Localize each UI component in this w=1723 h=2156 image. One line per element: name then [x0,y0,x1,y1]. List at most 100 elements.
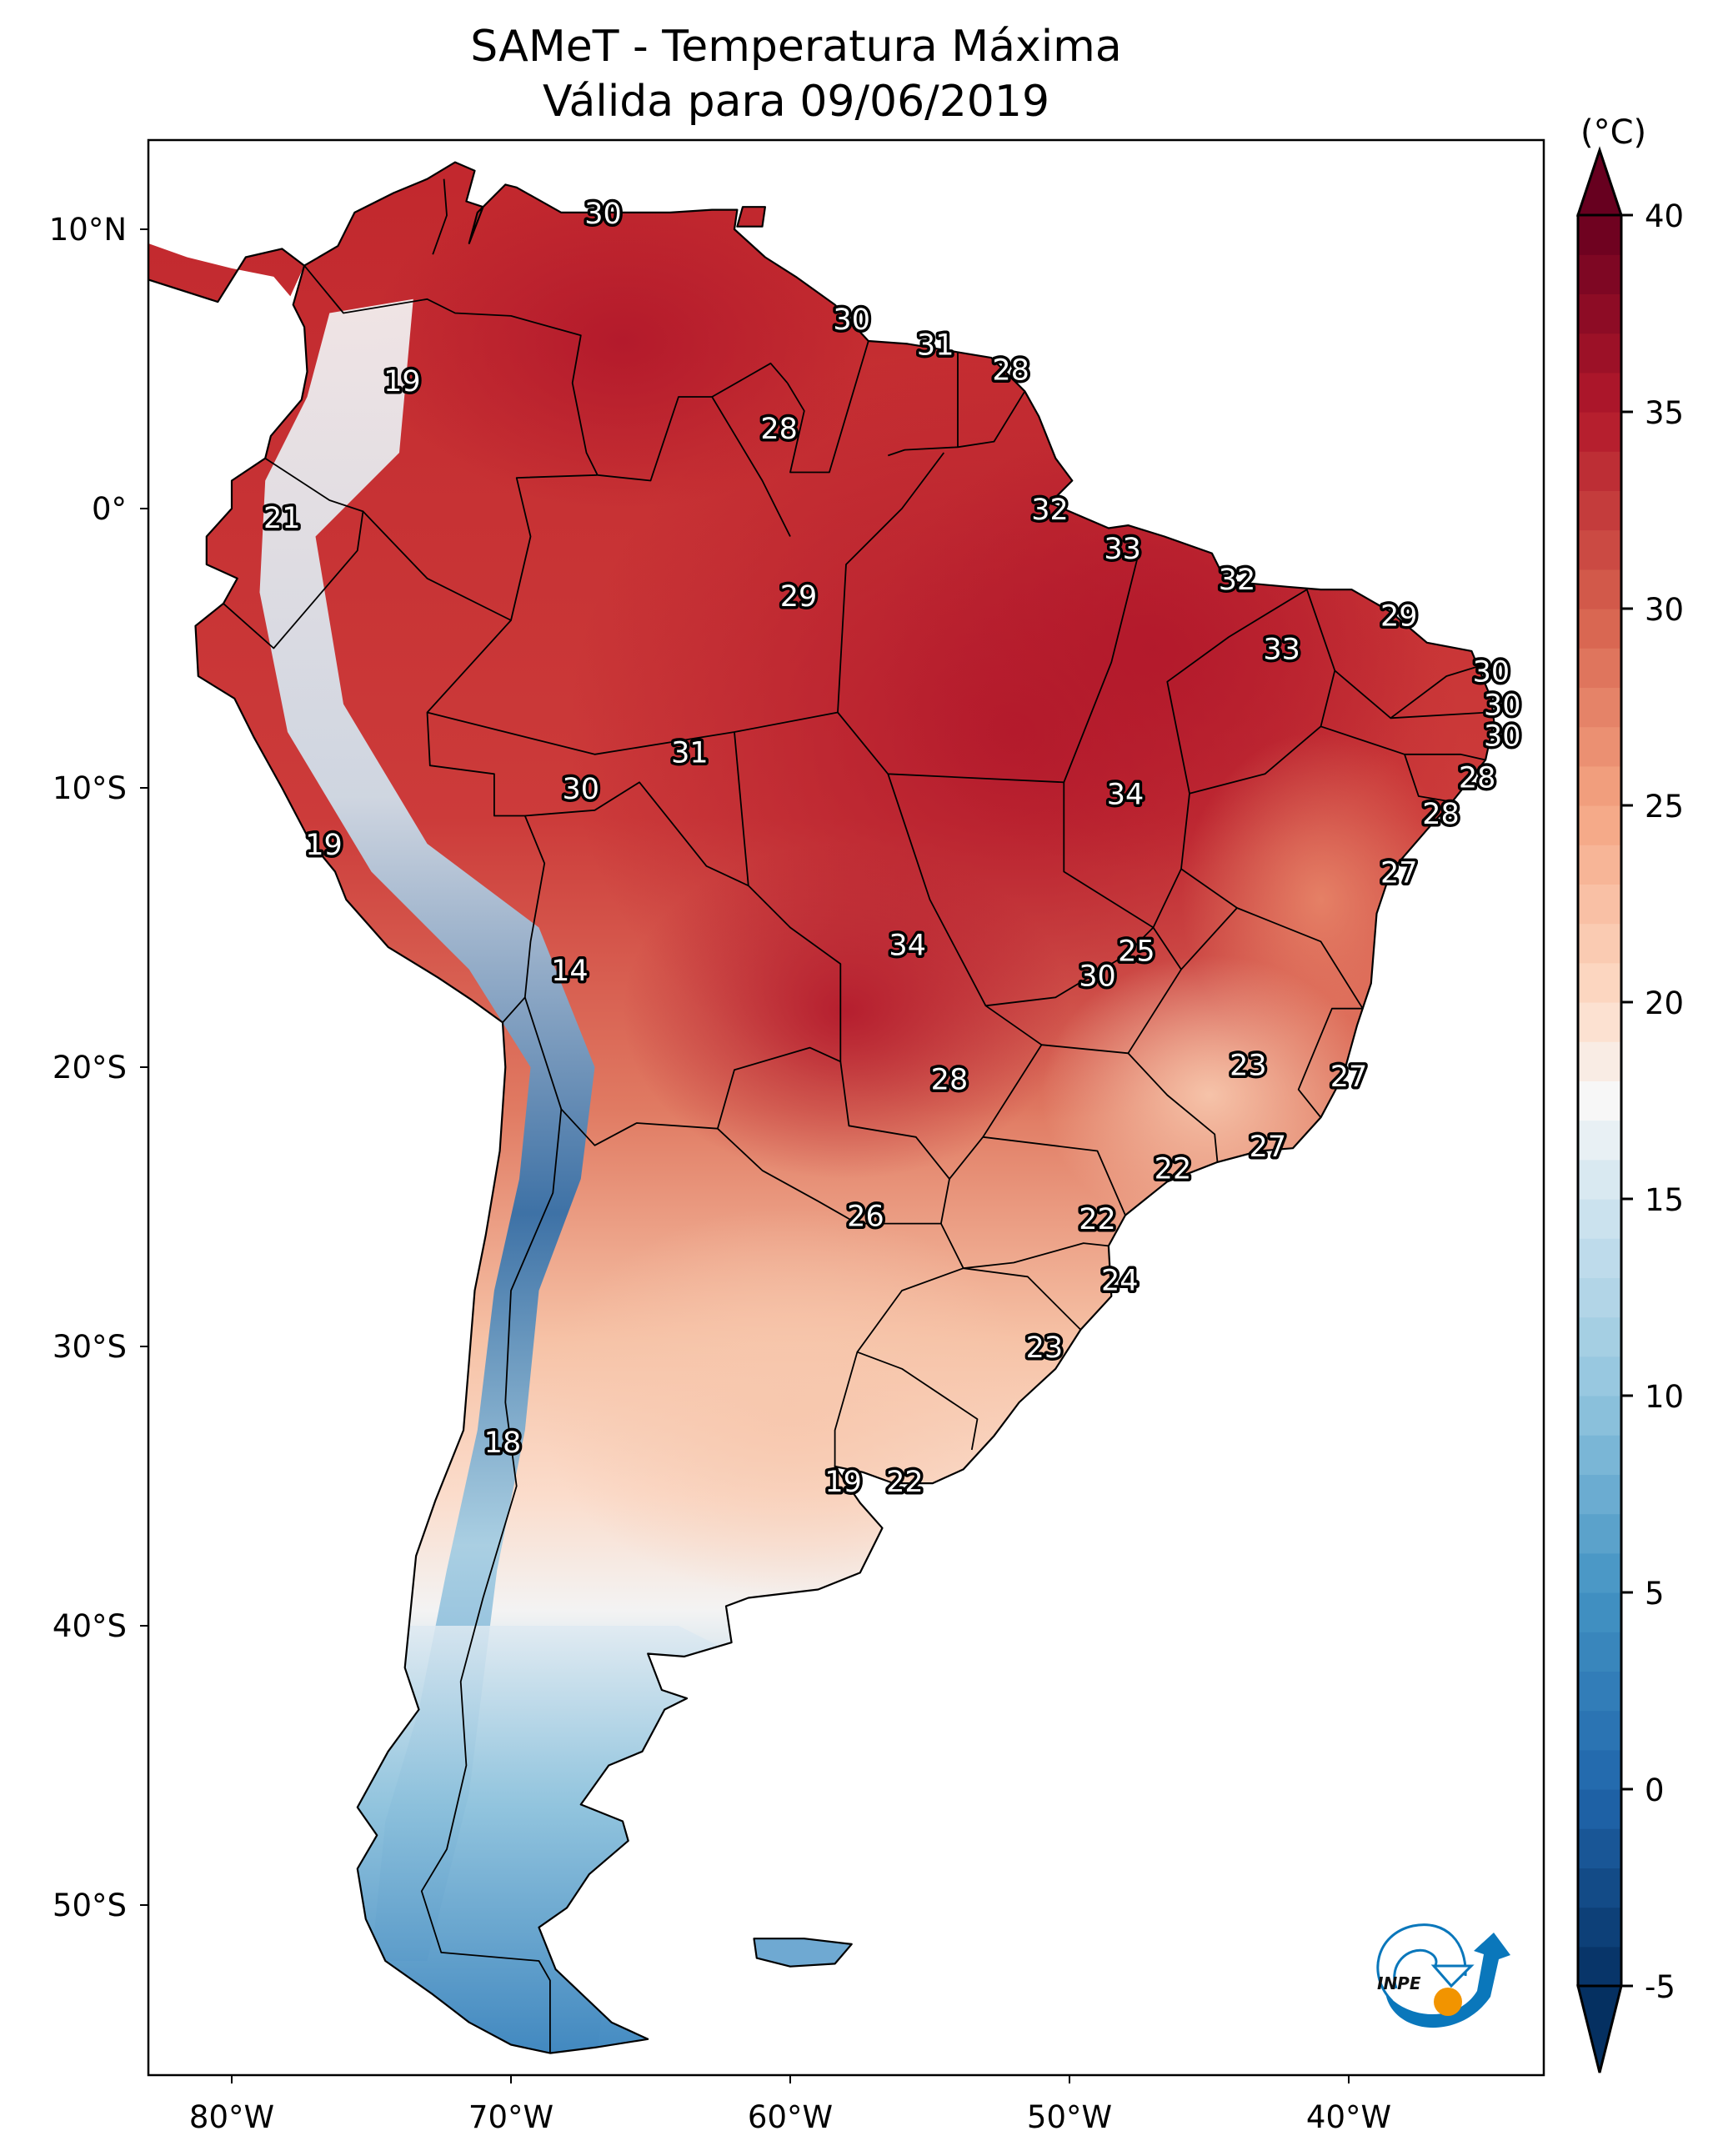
temperature-label: 30 [1484,720,1521,753]
x-tick-label: 60°W [748,2099,833,2135]
border-line [887,774,1043,1045]
colorbar-segment [1578,1671,1621,1712]
border-line [1334,664,1484,720]
logo-down-arrow-icon [1430,1964,1475,1988]
colorbar-tick-label: 10 [1645,1379,1684,1415]
colorbar-segment [1578,412,1621,452]
colorbar-segment [1578,1356,1621,1396]
colorbar-segments [1578,215,1621,1987]
temperature-label: 30 [1484,689,1521,723]
border-line [1320,725,1486,761]
x-tick-label: 70°W [468,2099,553,2135]
temperature-label: 27 [1380,857,1418,890]
border-line [1127,1052,1219,1162]
temperature-label: 32 [1031,494,1069,527]
y-tick-label: 20°S [53,1050,127,1086]
colorbar-tick-label: 35 [1645,395,1684,431]
temperature-label: 31 [917,328,954,362]
logo-orange-sphere [1434,1988,1462,2016]
colorbar-segment [1578,1277,1621,1318]
temperature-label: 27 [1330,1060,1368,1094]
y-axis-ticks: 10°N 0° 10°S 20°S 30°S 40°S 50°S [49,212,148,1923]
border-line [223,457,364,649]
colorbar-segment [1578,1002,1621,1042]
colorbar-segment [1578,1159,1621,1200]
border-line [957,390,1026,449]
colorbar-segment [1578,1632,1621,1672]
colorbar-segment [1578,1474,1621,1515]
colorbar-tick-label: 40 [1645,198,1684,234]
colorbar-segment [1578,884,1621,925]
temperature-label: 22 [1079,1203,1116,1236]
colorbar-segment [1578,1592,1621,1632]
border-line [427,550,1140,784]
y-tick-label: 40°S [53,1608,127,1644]
y-tick-label: 50°S [53,1888,127,1923]
border-line [1166,589,1308,794]
x-tick-label: 80°W [189,2099,274,2135]
colorbar-segment [1578,1828,1621,1868]
y-tick-label: 30°S [53,1329,127,1365]
colorbar-segment [1578,215,1621,255]
temperature-label: 19 [305,829,343,862]
colorbar-segment [1578,333,1621,374]
temperature-label: 23 [1026,1331,1064,1365]
colorbar-segment [1578,1907,1621,1948]
border-line [597,362,789,482]
temperature-label: 28 [1459,762,1496,795]
colorbar-outline [1576,213,1623,1988]
y-tick-label: 10°N [49,212,127,248]
temperature-label: 27 [1250,1131,1287,1164]
border-line [711,396,791,537]
colorbar-segment [1578,1749,1621,1790]
temperature-label: 18 [484,1426,522,1460]
temperature-label: 30 [833,303,870,337]
temperature-label: 33 [1104,533,1141,566]
border-line [983,1136,1126,1216]
colorbar-segment [1578,569,1621,609]
chart-title: SAMeT - Temperatura Máxima [470,22,1122,72]
colorbar-segment [1578,1041,1621,1081]
temperature-label: 21 [263,502,301,535]
temperature-label: 34 [1107,779,1144,812]
x-tick-label: 40°W [1306,2099,1391,2135]
colorbar: -5 0 5 10 15 20 25 30 35 40 (°C) [1575,113,1684,2073]
temperature-label: 34 [889,930,926,963]
temperature-label: 14 [551,955,589,988]
coastline [736,206,766,228]
colorbar-segment [1578,254,1621,294]
border-line [362,510,546,1023]
temperature-label: 23 [1230,1050,1267,1083]
logo-text: INPE [1377,1973,1421,1993]
colorbar-segment [1578,451,1621,491]
colorbar-segment [1578,805,1621,845]
coastline [148,248,305,303]
colorbar-extend-min-arrow [1576,1984,1623,2073]
colorbar-segment [1578,1396,1621,1436]
colorbar-segment [1578,1789,1621,1829]
inpe-logo: INPE [1376,1923,1510,2028]
colorbar-tick-label: 0 [1645,1772,1665,1808]
border-line [1390,711,1489,720]
colorbar-segment [1578,529,1621,570]
temperature-label: 25 [1118,935,1155,968]
border-line [963,1242,1109,1270]
temperature-label: 30 [1473,655,1510,689]
border-line [1404,754,1453,803]
colorbar-segment [1578,1316,1621,1357]
border-line [524,781,842,1129]
temperature-label: 22 [1155,1153,1192,1186]
colorbar-segment [1578,1199,1621,1239]
colorbar-ticks: -5 0 5 10 15 20 25 30 35 40 [1621,198,1684,2005]
colorbar-tick-label: 20 [1645,985,1684,1021]
x-tick-label: 50°W [1027,2099,1112,2135]
border-line [523,997,718,1146]
border-line [963,1267,1082,1331]
colorbar-segment [1578,1552,1621,1593]
colorbar-segment [1578,726,1621,767]
border-line [834,1223,964,1467]
hot-core-venezuela [371,173,874,509]
colorbar-segment [1578,609,1621,649]
temperature-label: 32 [1219,564,1256,597]
